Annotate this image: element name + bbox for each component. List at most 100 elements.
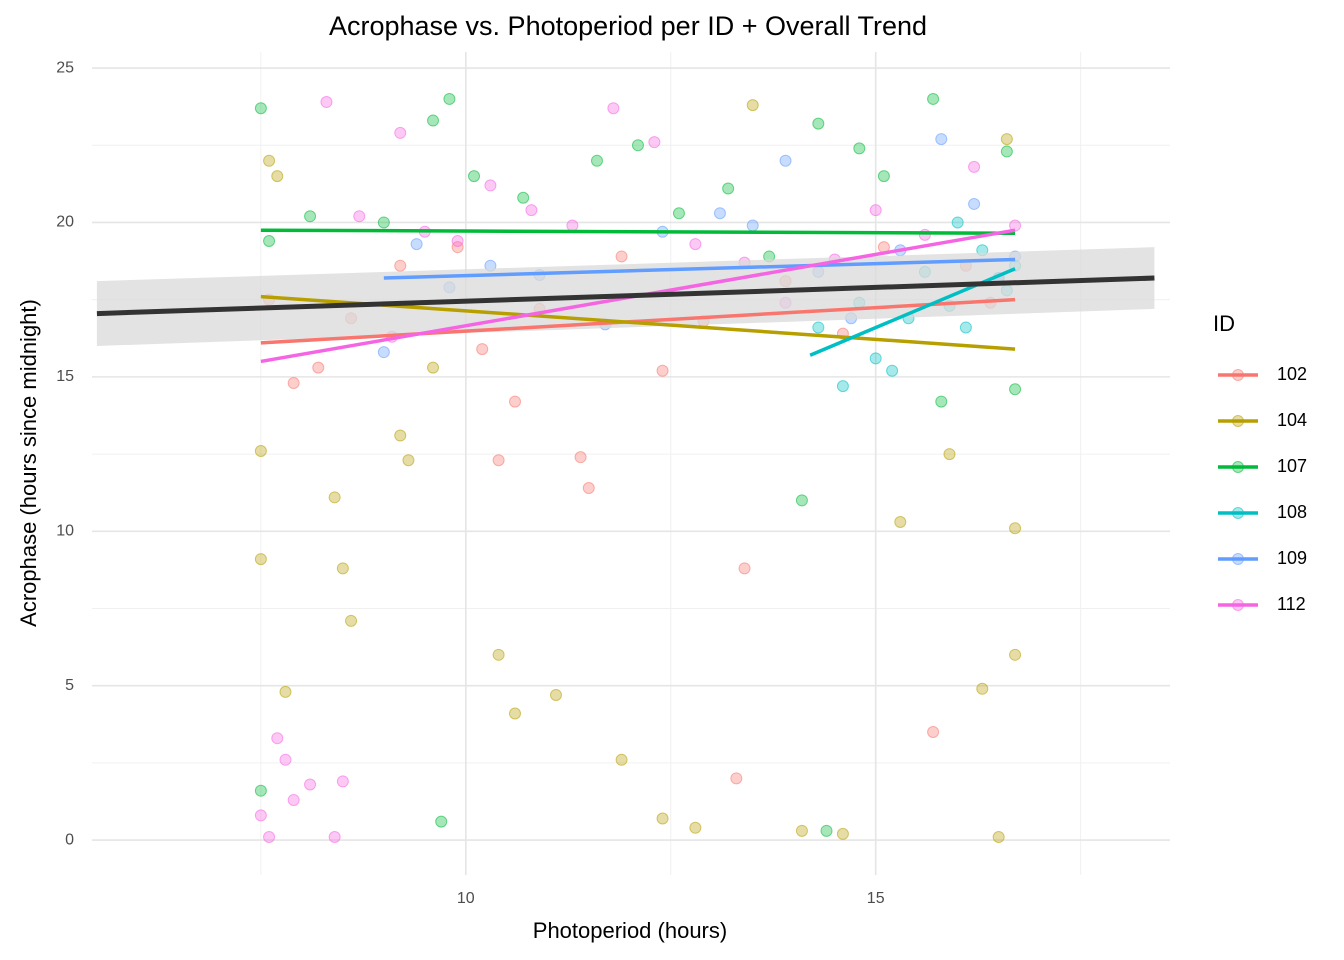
- point: [656, 364, 669, 377]
- point: [287, 377, 300, 390]
- point: [271, 170, 284, 183]
- point: [427, 361, 440, 374]
- point: [336, 775, 349, 788]
- legend-label: 107: [1277, 456, 1307, 476]
- y-tick-label: 10: [56, 523, 74, 540]
- point: [394, 429, 407, 442]
- point: [328, 491, 341, 504]
- legend-key-point: [1232, 599, 1244, 611]
- point: [836, 380, 849, 393]
- point: [918, 228, 931, 241]
- point: [951, 216, 964, 229]
- point: [869, 352, 882, 365]
- point: [746, 219, 759, 232]
- point: [935, 133, 948, 146]
- legend-key-point: [1232, 507, 1244, 519]
- legend-key-point: [1232, 553, 1244, 565]
- point: [377, 216, 390, 229]
- point: [509, 707, 522, 720]
- point: [287, 793, 300, 806]
- point: [869, 204, 882, 217]
- point: [795, 824, 808, 837]
- point: [279, 685, 292, 698]
- point: [959, 321, 972, 334]
- point: [525, 204, 538, 217]
- y-tick-label: 15: [56, 368, 74, 385]
- legend-title: ID: [1213, 311, 1235, 336]
- point: [509, 395, 522, 408]
- marks: 102 104 107 108 109 112: [96, 92, 1307, 844]
- y-tick-label: 0: [65, 831, 74, 848]
- point: [254, 784, 267, 797]
- point: [402, 454, 415, 467]
- legend-label: 104: [1277, 410, 1307, 430]
- point: [853, 142, 866, 155]
- y-tick-label: 5: [65, 677, 74, 694]
- point: [263, 154, 276, 167]
- legend-key-point: [1232, 369, 1244, 381]
- point: [877, 170, 890, 183]
- point: [812, 321, 825, 334]
- point: [656, 812, 669, 825]
- point: [615, 753, 628, 766]
- point: [328, 831, 341, 844]
- point: [976, 682, 989, 695]
- point: [435, 815, 448, 828]
- point: [1000, 145, 1013, 158]
- point: [492, 454, 505, 467]
- point: [582, 482, 595, 495]
- point: [254, 444, 267, 457]
- point: [254, 809, 267, 822]
- point: [836, 827, 849, 840]
- grid: 10 15 0 5 10 15 20 25: [56, 52, 1170, 907]
- point: [730, 772, 743, 785]
- point: [254, 553, 267, 566]
- point: [631, 139, 644, 152]
- point: [607, 102, 620, 115]
- point: [492, 648, 505, 661]
- point: [304, 210, 317, 223]
- point: [894, 516, 907, 529]
- legend-key-point: [1232, 461, 1244, 473]
- point: [271, 732, 284, 745]
- point: [320, 96, 333, 109]
- point: [394, 126, 407, 139]
- point: [566, 219, 579, 232]
- point: [927, 726, 940, 739]
- fit-line: [260, 228, 1016, 236]
- point: [427, 114, 440, 127]
- point: [312, 361, 325, 374]
- point: [353, 210, 366, 223]
- legend-label: 108: [1277, 502, 1307, 522]
- point: [713, 207, 726, 220]
- point: [304, 778, 317, 791]
- point: [992, 831, 1005, 844]
- overall-trend-line: [96, 275, 1155, 317]
- point: [410, 238, 423, 251]
- point: [394, 259, 407, 272]
- x-axis-label: Photoperiod (hours): [533, 918, 727, 943]
- point: [590, 154, 603, 167]
- point: [689, 238, 702, 251]
- point: [779, 154, 792, 167]
- x-tick-label: 10: [457, 890, 475, 907]
- point: [336, 562, 349, 575]
- point: [443, 92, 456, 105]
- point: [1000, 133, 1013, 146]
- chart-title: Acrophase vs. Photoperiod per ID + Overa…: [329, 11, 927, 41]
- y-tick-label: 25: [56, 59, 74, 76]
- point: [574, 451, 587, 464]
- point: [484, 179, 497, 192]
- point: [746, 99, 759, 112]
- point: [279, 753, 292, 766]
- point: [672, 207, 685, 220]
- point: [451, 234, 464, 247]
- point: [738, 562, 751, 575]
- point: [476, 343, 489, 356]
- point: [648, 136, 661, 149]
- point: [820, 824, 833, 837]
- point: [935, 395, 948, 408]
- point: [451, 241, 464, 254]
- legend-label: 112: [1277, 594, 1306, 614]
